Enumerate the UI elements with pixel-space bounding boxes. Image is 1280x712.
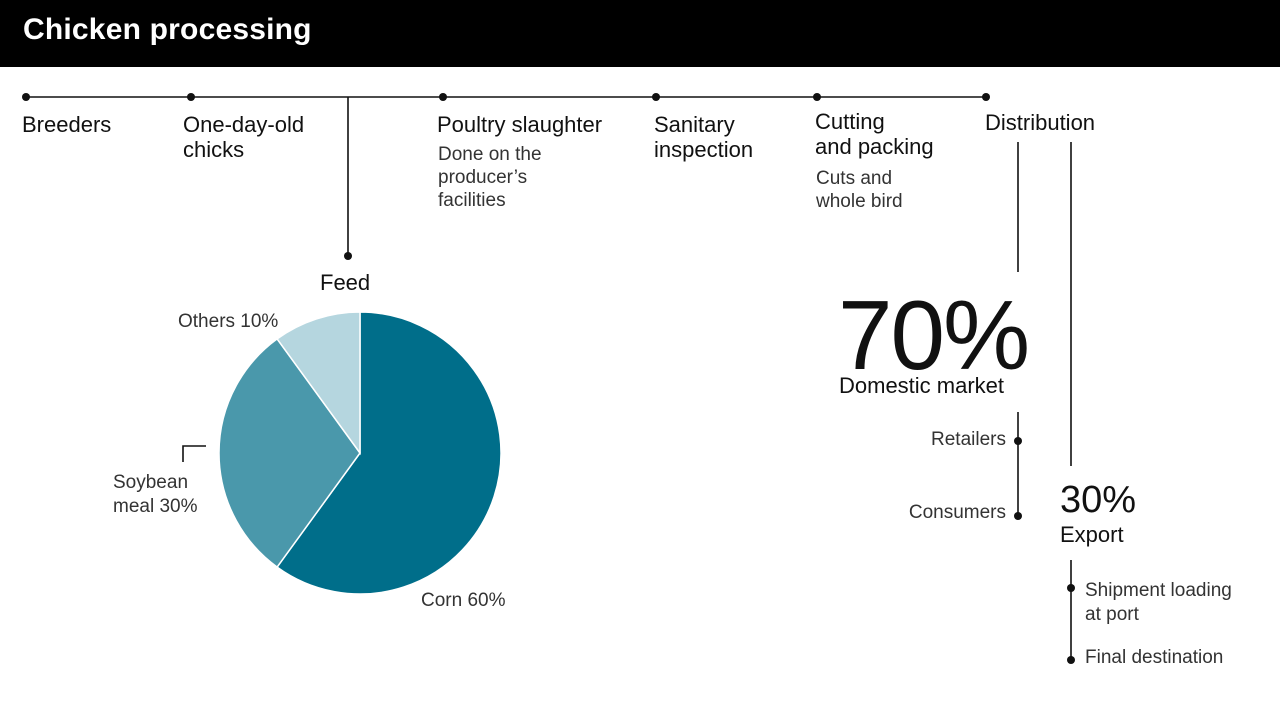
domestic-label: Domestic market bbox=[839, 373, 1005, 398]
export-item-shipment: Shipment loading at port bbox=[1085, 580, 1232, 625]
step-inspection-label: Sanitary inspection bbox=[654, 112, 754, 163]
step-cutting-label: Cutting and packing bbox=[815, 109, 934, 160]
soybean-label-bracket bbox=[182, 445, 206, 462]
timeline-dot-inspection bbox=[652, 93, 660, 101]
export-item-final-destination: Final destination bbox=[1085, 647, 1224, 668]
shipment-dot bbox=[1067, 584, 1075, 592]
timeline-dot-slaughter bbox=[439, 93, 447, 101]
timeline-dot-chicks bbox=[187, 93, 195, 101]
step-cutting-sub: Cuts and whole bird bbox=[816, 168, 903, 212]
domestic-item-retailers: Retailers bbox=[931, 429, 1006, 450]
step-slaughter-sub: Done on the producer’s facilities bbox=[438, 144, 542, 211]
pie-label-others: Others 10% bbox=[178, 311, 279, 332]
final-destination-dot bbox=[1067, 656, 1075, 664]
page-title: Chicken processing bbox=[23, 13, 312, 46]
consumers-dot bbox=[1014, 512, 1022, 520]
step-breeders-label: Breeders bbox=[22, 112, 112, 137]
timeline-dot-cutting bbox=[813, 93, 821, 101]
pie-label-corn: Corn 60% bbox=[421, 590, 506, 611]
step-slaughter-label: Poultry slaughter bbox=[437, 112, 603, 137]
domestic-percent: 70% bbox=[838, 280, 1030, 390]
timeline-dot-breeders bbox=[22, 93, 30, 101]
domestic-item-consumers: Consumers bbox=[908, 502, 1006, 523]
header-bar: Chicken processing bbox=[0, 0, 1280, 67]
retailers-dot bbox=[1014, 437, 1022, 445]
export-label: Export bbox=[1060, 522, 1124, 547]
timeline-dot-distribution bbox=[982, 93, 990, 101]
pie-label-soybean: Soybean meal 30% bbox=[113, 472, 198, 517]
step-chicks-label: One-day-old chicks bbox=[183, 112, 305, 163]
export-percent: 30% bbox=[1060, 479, 1137, 521]
feed-dot bbox=[344, 252, 352, 260]
feed-title: Feed bbox=[320, 270, 371, 295]
step-distribution-label: Distribution bbox=[985, 110, 1096, 135]
